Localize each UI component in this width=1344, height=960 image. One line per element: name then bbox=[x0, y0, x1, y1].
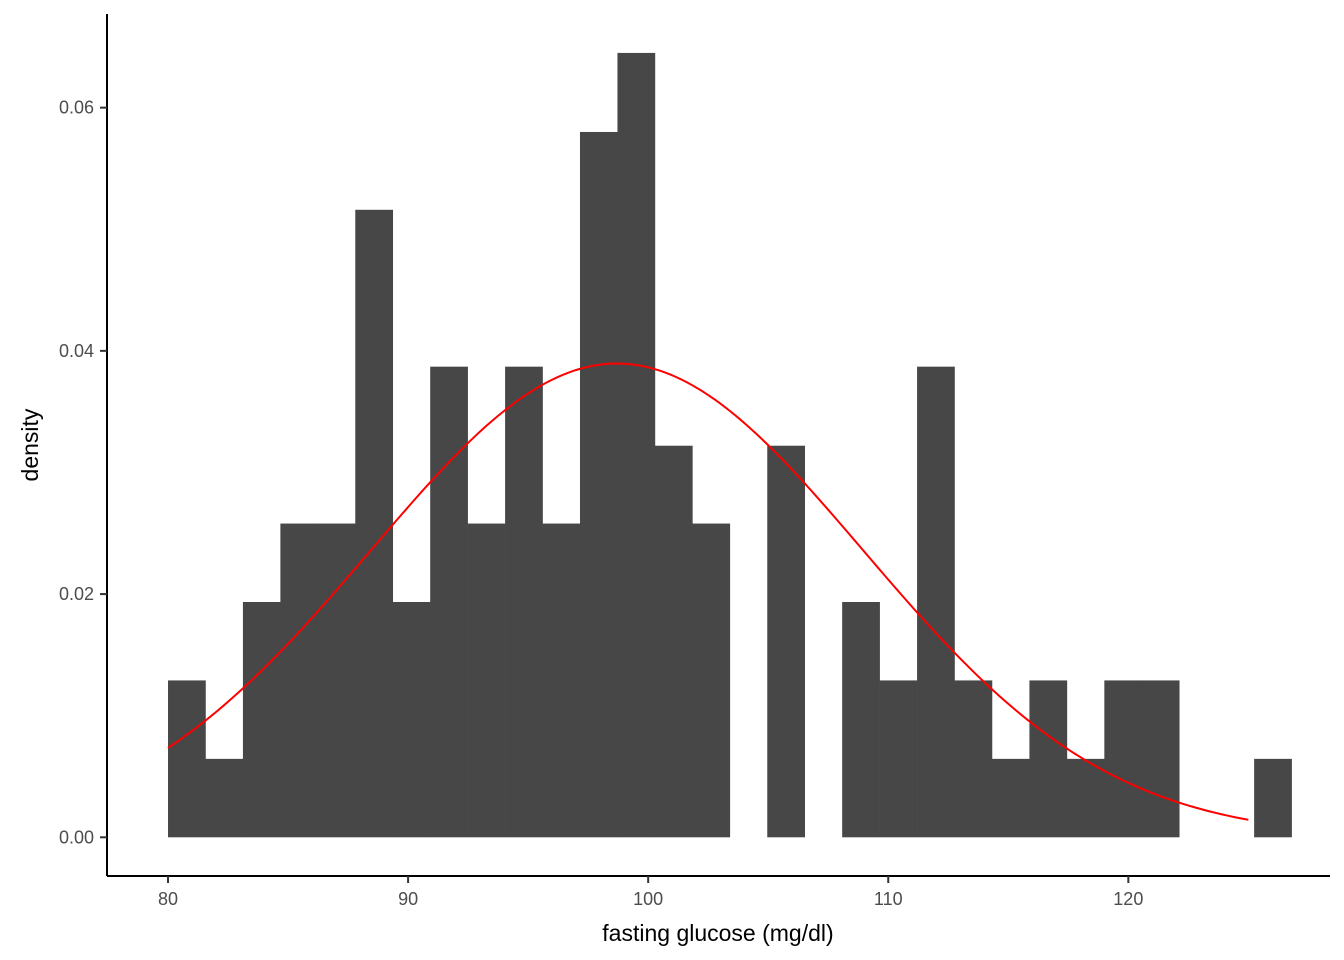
histogram-bar-7 bbox=[430, 366, 468, 838]
y-tick-label-1: 0.02 bbox=[59, 584, 94, 604]
histogram-bar-20 bbox=[917, 366, 955, 838]
histogram-bar-25 bbox=[1104, 680, 1143, 838]
x-axis-title: fasting glucose (mg/dl) bbox=[602, 920, 833, 946]
histogram-bar-18 bbox=[842, 601, 880, 838]
y-tick-label-0: 0.00 bbox=[59, 827, 94, 847]
histogram-bar-4 bbox=[317, 523, 356, 838]
histogram-bar-22 bbox=[991, 758, 1030, 838]
histogram-bar-24 bbox=[1066, 758, 1105, 838]
x-tick-label-4: 120 bbox=[1113, 889, 1143, 909]
x-tick-label-2: 100 bbox=[633, 889, 663, 909]
histogram-bars bbox=[168, 52, 1292, 838]
y-axis-ticks: 0.00 0.02 0.04 0.06 bbox=[59, 98, 107, 847]
histogram-bar-0 bbox=[168, 680, 206, 838]
x-tick-label-0: 80 bbox=[158, 889, 178, 909]
histogram-bar-10 bbox=[542, 523, 581, 838]
histogram-bar-26 bbox=[1141, 680, 1180, 838]
histogram-bar-19 bbox=[879, 680, 918, 838]
histogram-bar-11 bbox=[579, 131, 618, 838]
x-axis-ticks: 80 90 100 110 120 bbox=[158, 876, 1143, 909]
histogram-bar-6 bbox=[392, 601, 431, 838]
normal-density-curve bbox=[167, 362, 1249, 821]
histogram-bar-1 bbox=[205, 758, 244, 838]
y-tick-label-3: 0.06 bbox=[59, 98, 94, 118]
histogram-bar-8 bbox=[467, 523, 506, 838]
histogram-bar-16 bbox=[767, 445, 806, 838]
histogram-bar-3 bbox=[280, 523, 319, 838]
histogram-bar-13 bbox=[654, 445, 693, 838]
histogram-bar-21 bbox=[954, 680, 993, 838]
histogram-bar-2 bbox=[242, 601, 281, 838]
histogram-bar-29 bbox=[1254, 758, 1292, 838]
histogram-bar-5 bbox=[355, 209, 394, 838]
histogram-bar-14 bbox=[692, 523, 731, 838]
histogram-bar-23 bbox=[1029, 680, 1068, 838]
histogram-bar-12 bbox=[617, 52, 656, 838]
y-axis-title: density bbox=[17, 408, 43, 481]
histogram-bar-9 bbox=[505, 366, 543, 838]
y-tick-label-2: 0.04 bbox=[59, 341, 94, 361]
x-tick-label-3: 110 bbox=[874, 889, 903, 909]
x-tick-label-1: 90 bbox=[398, 889, 418, 909]
